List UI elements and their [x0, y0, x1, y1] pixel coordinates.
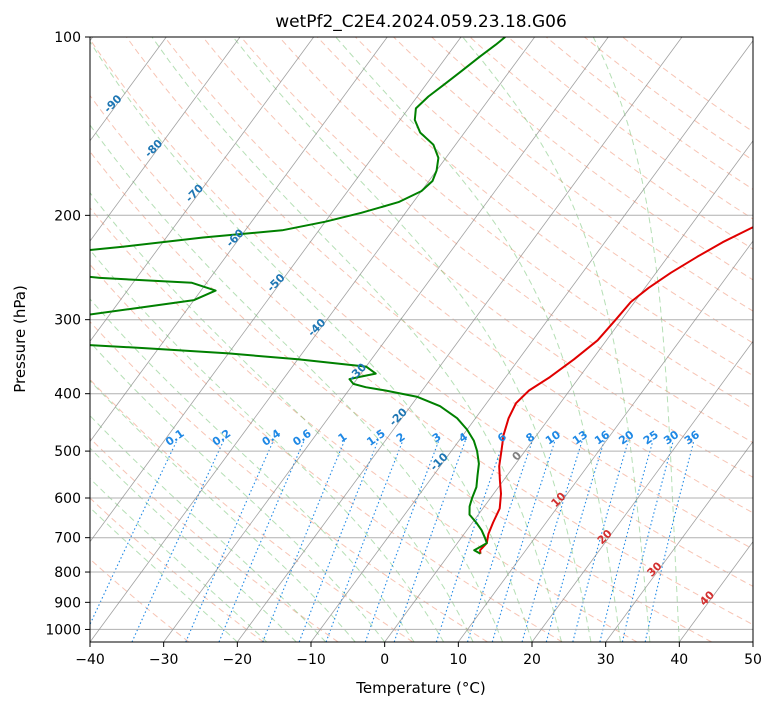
mixing-ratio-line [262, 440, 346, 642]
mixing-ratio-line [218, 440, 305, 642]
dry-adiabat-line [90, 38, 753, 587]
wet-adiabat-line [90, 414, 327, 642]
wet-adiabat-line [90, 124, 503, 642]
isotherm-line [236, 37, 683, 642]
x-axis-ticks: −40 −30 −20 −10 0 10 20 30 40 50 [75, 642, 762, 668]
mixing-ratio-line [466, 440, 533, 642]
dry-adiabat-line [126, 37, 753, 550]
dry-adiabats [90, 37, 753, 642]
dry-adiabat-line [90, 207, 638, 642]
plot-frame [89, 36, 754, 643]
dry-adiabat-line [90, 150, 712, 642]
dry-adiabat-line [355, 37, 753, 344]
x-tick-label: 50 [744, 652, 762, 668]
skewed-isotherms [90, 37, 753, 642]
y-tick-label: 900 [54, 595, 81, 611]
mixing-ratio-line [572, 440, 629, 642]
dry-adiabat-line [393, 37, 753, 312]
x-axis-label: Temperature (°C) [355, 679, 485, 697]
y-tick-label: 500 [54, 444, 81, 460]
mixing-ratio-line [90, 440, 178, 626]
dry-adiabat-line [584, 37, 753, 161]
y-tick-label: 200 [54, 208, 81, 224]
y-tick-label: 1000 [45, 622, 81, 638]
y-tick-label: 800 [54, 565, 81, 581]
x-tick-label: −10 [296, 652, 326, 668]
wet-adiabat-line [90, 506, 238, 642]
mixing-ratio-line [298, 440, 379, 642]
x-tick-label: 20 [523, 652, 541, 668]
wet-adiabat-line [90, 477, 268, 642]
isotherm-line [90, 37, 536, 642]
y-tick-label: 400 [54, 387, 81, 403]
wet-adiabat-line [90, 40, 533, 642]
x-tick-label: −40 [75, 652, 105, 668]
y-tick-label: 300 [54, 313, 81, 329]
isotherm-line [531, 340, 753, 642]
isotherm-line [163, 37, 609, 642]
y-tick-label: 100 [54, 30, 81, 46]
wet-adiabat-line [90, 447, 297, 642]
dry-adiabat-line [240, 37, 753, 444]
dry-adiabat-line [90, 497, 264, 642]
mixing-ratio-line [644, 440, 695, 642]
x-tick-label: 0 [380, 652, 389, 668]
pressure-gridlines [90, 37, 753, 630]
y-tick-label: 600 [54, 491, 81, 507]
isotherm-line [457, 240, 753, 642]
wet-adiabat-line [232, 37, 592, 642]
chart-title: wetPf2_C2E4.2024.059.23.18.G06 [275, 12, 567, 32]
isotherm-line [90, 37, 388, 443]
x-tick-label: 10 [449, 652, 467, 668]
mixing-ratio-line [545, 440, 605, 642]
y-tick-label: 700 [54, 531, 81, 547]
wet-adiabat-line [335, 37, 621, 642]
dry-adiabat-line [164, 37, 753, 514]
isotherm-line [605, 440, 753, 642]
dry-adiabat-line [431, 37, 753, 281]
x-tick-label: −30 [149, 652, 179, 668]
dewpoint-line [90, 37, 506, 555]
plot-area: 0.10.20.40.611.52346810131620253036-100-… [90, 37, 753, 642]
wet-adiabats [90, 37, 680, 642]
isotherm-line [90, 37, 315, 343]
isotherm-line [384, 140, 753, 642]
wet-adiabat-line [90, 341, 386, 642]
mixing-ratio-line [521, 440, 583, 642]
wet-adiabat-line [151, 37, 562, 642]
mixing-ratio-line [185, 440, 274, 642]
temperature-line [479, 226, 753, 554]
isotherm-line [90, 37, 167, 142]
x-tick-label: 40 [670, 652, 688, 668]
x-tick-label: −20 [223, 652, 253, 668]
dry-adiabat-line [90, 263, 563, 642]
mixing-ratio-line [435, 440, 505, 642]
wet-adiabat-line [90, 379, 356, 642]
wet-adiabat-line [462, 37, 651, 642]
dry-adiabat-line [90, 320, 488, 642]
isotherm-line [90, 37, 241, 242]
mixing-ratio-line [131, 440, 225, 642]
sounding-series [90, 37, 753, 555]
isotherm-line [310, 39, 753, 642]
x-tick-label: 30 [597, 652, 615, 668]
mixing-ratio-lines [90, 440, 695, 642]
y-axis-ticks: 100 200 300 400 500 600 700 800 900 1000 [45, 30, 90, 638]
wet-adiabat-line [90, 298, 415, 642]
mixing-ratio-line [599, 440, 654, 642]
dry-adiabat-line [90, 378, 414, 642]
mixing-ratio-line [621, 440, 674, 642]
mixing-ratio-line [491, 440, 556, 642]
y-axis-label: Pressure (hPa) [11, 285, 29, 393]
